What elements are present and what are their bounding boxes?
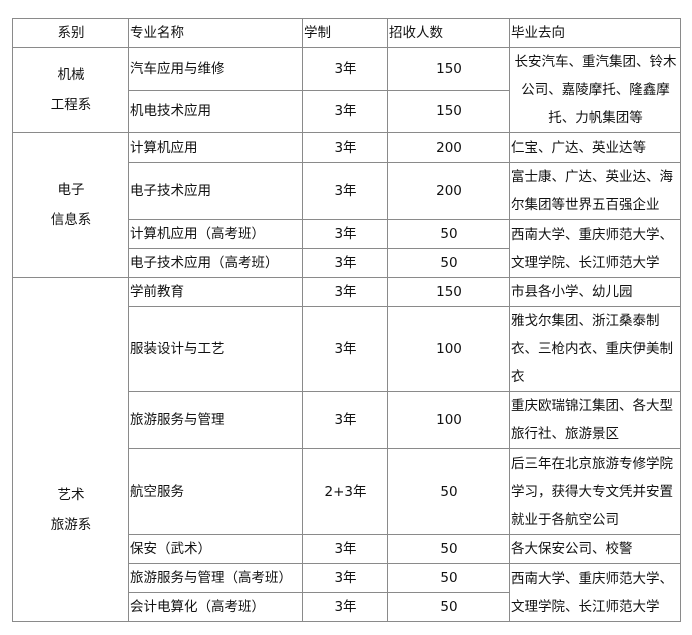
dest-cell: 后三年在北京旅游专修学院学习，获得大专文凭并安置就业于各航空公司 — [509, 448, 681, 535]
dest-line: 长安汽车、重汽集团、铃木 — [514, 54, 677, 70]
dest-cell: 富士康、广达、英业达、海尔集团等世界五百强企业 — [509, 162, 681, 220]
dest-line: 公司、嘉陵摩托、隆鑫摩 — [521, 82, 670, 98]
enroll-cell: 50 — [387, 248, 510, 278]
table-row: 旅游服务与管理 3年 100 重庆欧瑞锦江集团、各大型旅行社、旅游景区 — [13, 391, 681, 449]
dest-cell: 重庆欧瑞锦江集团、各大型旅行社、旅游景区 — [509, 391, 681, 449]
enroll-cell: 50 — [387, 534, 510, 564]
years-cell: 3年 — [302, 391, 388, 449]
years-cell: 3年 — [302, 248, 388, 278]
years-cell: 3年 — [302, 534, 388, 564]
dept-cell: 电子 信息系 — [12, 132, 129, 278]
table-row: 旅游服务与管理（高考班） 3年 50 西南大学、重庆师范大学、文理学院、长江师范… — [13, 563, 681, 622]
enroll-cell: 150 — [387, 47, 510, 91]
header-dept: 系别 — [12, 18, 129, 48]
dept-cell: 艺术 旅游系 — [12, 277, 129, 622]
major-cell: 保安（武术） — [128, 534, 303, 564]
major-cell: 航空服务 — [128, 448, 303, 535]
years-cell: 3年 — [302, 89, 388, 133]
dept-name: 机械 — [57, 67, 85, 83]
dept-name: 旅游系 — [50, 516, 92, 533]
years-cell: 3年 — [302, 132, 388, 163]
dest-line: 托、力帆集团等 — [548, 110, 643, 126]
years-cell: 3年 — [302, 306, 388, 392]
table-row: 机械工程系 汽车应用与维修 3年 150 长安汽车、重汽集团、铃木 公司、嘉陵摩托… — [12, 47, 681, 133]
enroll-cell: 200 — [387, 162, 510, 220]
dest-cell: 西南大学、重庆师范大学、文理学院、长江师范大学 — [509, 563, 681, 622]
enroll-cell: 100 — [387, 306, 510, 392]
header-enroll: 招收人数 — [387, 18, 510, 48]
major-cell: 会计电算化（高考班） — [128, 592, 303, 622]
dest-cell: 各大保安公司、校警 — [509, 534, 681, 564]
enroll-cell: 150 — [387, 277, 510, 307]
years-cell: 3年 — [302, 47, 388, 91]
years-cell: 2+3年 — [302, 448, 388, 535]
table-row: 艺术旅游系 学前教育 3年 150 市县各小学、幼儿园 — [12, 277, 681, 622]
years-cell: 3年 — [302, 592, 388, 622]
dest-cell: 市县各小学、幼儿园 — [509, 277, 681, 307]
table-row: 服装设计与工艺 3年 100 雅戈尔集团、浙江桑泰制衣、三枪内衣、重庆伊美制衣 — [13, 306, 681, 392]
years-cell: 3年 — [302, 563, 388, 593]
enroll-cell: 150 — [387, 89, 510, 133]
major-cell: 电子技术应用 — [128, 162, 303, 220]
dest-cell: 长安汽车、重汽集团、铃木 公司、嘉陵摩托、隆鑫摩 托、力帆集团等 — [509, 47, 681, 133]
dest-cell: 西南大学、重庆师范大学、文理学院、长江师范大学 — [509, 219, 681, 278]
dept-name: 艺术 — [57, 486, 85, 503]
table-row: 电子技术应用 3年 200 富士康、广达、英业达、海尔集团等世界五百强企业 — [13, 162, 681, 220]
enroll-cell: 50 — [387, 448, 510, 535]
enrollment-table: 系别 专业名称 学制 招收人数 毕业去向 机械工程系 汽车应用与维修 3年 15… — [12, 18, 681, 622]
major-cell: 机电技术应用 — [128, 89, 303, 133]
major-cell: 旅游服务与管理 — [128, 391, 303, 449]
table-row: 电子信息系 计算机应用 3年 200 仁宝、广达、英业达等 — [12, 132, 681, 278]
enroll-cell: 50 — [387, 219, 510, 249]
dept-name: 电子 — [57, 182, 85, 198]
dept-name: 工程系 — [50, 97, 92, 113]
major-cell: 电子技术应用（高考班） — [128, 248, 303, 278]
major-cell: 旅游服务与管理（高考班） — [128, 563, 303, 593]
table-row: 会计电算化（高考班） 3年 50 — [13, 592, 681, 622]
dest-cell: 仁宝、广达、英业达等 — [509, 132, 681, 163]
header-major: 专业名称 — [128, 18, 303, 48]
table-row: 计算机应用（高考班） 3年 50 西南大学、重庆师范大学、文理学院、长江师范大学 — [13, 219, 681, 278]
major-cell: 计算机应用（高考班） — [128, 219, 303, 249]
dept-name: 信息系 — [50, 212, 92, 228]
years-cell: 3年 — [302, 219, 388, 249]
enroll-cell: 50 — [387, 563, 510, 593]
years-cell: 3年 — [302, 277, 388, 307]
major-cell: 学前教育 — [128, 277, 303, 307]
dest-cell: 雅戈尔集团、浙江桑泰制衣、三枪内衣、重庆伊美制衣 — [509, 306, 681, 392]
header-dest: 毕业去向 — [509, 18, 681, 48]
enroll-cell: 50 — [387, 592, 510, 622]
years-cell: 3年 — [302, 162, 388, 220]
enroll-cell: 200 — [387, 132, 510, 163]
enroll-cell: 100 — [387, 391, 510, 449]
header-row: 系别 专业名称 学制 招收人数 毕业去向 — [12, 18, 681, 48]
major-cell: 服装设计与工艺 — [128, 306, 303, 392]
table-row: 机电技术应用 3年 150 — [13, 89, 681, 133]
header-years: 学制 — [302, 18, 388, 48]
major-cell: 计算机应用 — [128, 132, 303, 163]
dept-cell: 机械 工程系 — [12, 47, 129, 133]
table-row: 航空服务 2+3年 50 后三年在北京旅游专修学院学习，获得大专文凭并安置就业于… — [13, 448, 681, 535]
major-cell: 汽车应用与维修 — [128, 47, 303, 91]
